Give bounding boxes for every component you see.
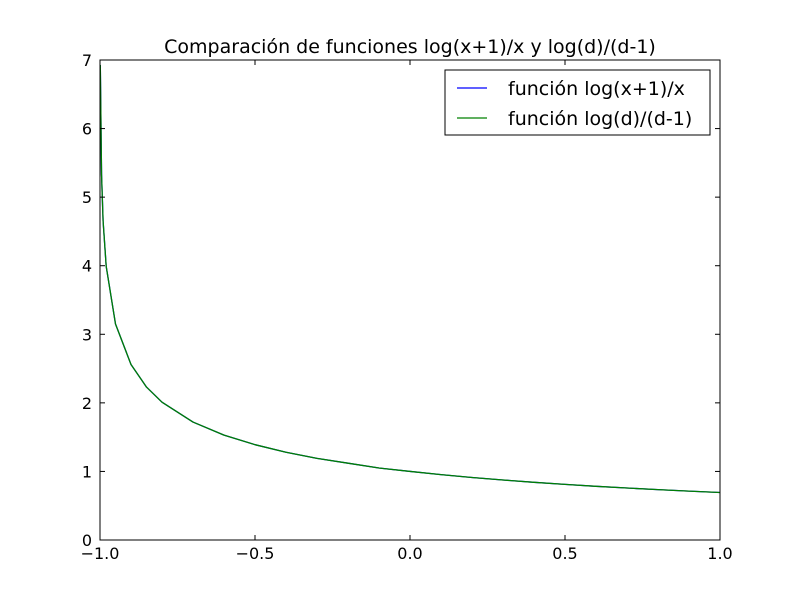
chart-title: Comparación de funciones log(x+1)/x y lo… bbox=[164, 36, 656, 58]
y-tick-label: 5 bbox=[82, 188, 92, 207]
plot-area: −1.0 −0.5 0.0 0.5 1.0 0 1 2 3 4 5 6 7 bbox=[81, 51, 733, 563]
y-tick-label: 0 bbox=[82, 531, 92, 550]
legend-box bbox=[444, 69, 711, 136]
x-tick-label: −1.0 bbox=[81, 544, 120, 563]
y-tick-label: 4 bbox=[82, 257, 92, 276]
x-tick-label: 1.0 bbox=[707, 544, 732, 563]
x-tick-label: 0.5 bbox=[552, 544, 577, 563]
y-tick-label: 2 bbox=[82, 394, 92, 413]
legend: función log(x+1)/x función log(d)/(d-1) bbox=[444, 69, 711, 136]
x-tick-label: 0.0 bbox=[397, 544, 422, 563]
y-tick-label: 6 bbox=[82, 120, 92, 139]
legend-label-1: función log(x+1)/x bbox=[508, 78, 685, 100]
y-tick-label: 1 bbox=[82, 462, 92, 481]
legend-label-2: función log(d)/(d-1) bbox=[508, 108, 692, 130]
axes-frame bbox=[99, 59, 721, 541]
y-tick-label: 3 bbox=[82, 325, 92, 344]
x-tick-label: −0.5 bbox=[236, 544, 275, 563]
series-group bbox=[100, 64, 720, 494]
y-tick-label: 7 bbox=[82, 51, 92, 70]
series-line-2 bbox=[100, 64, 720, 494]
